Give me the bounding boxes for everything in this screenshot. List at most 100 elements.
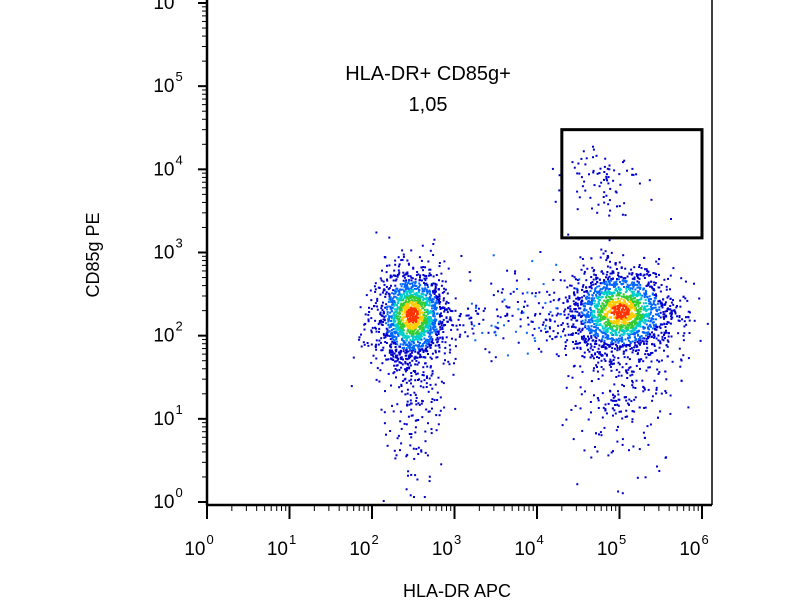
- scatter-point: [428, 410, 431, 413]
- scatter-point: [431, 326, 434, 329]
- scatter-point: [593, 297, 596, 300]
- scatter-point: [397, 315, 400, 318]
- scatter-point: [405, 321, 408, 324]
- scatter-point: [680, 277, 683, 280]
- scatter-point: [587, 329, 590, 332]
- scatter-point: [614, 333, 617, 336]
- scatter-point: [630, 347, 633, 350]
- scatter-point: [400, 309, 402, 312]
- scatter-point: [600, 270, 603, 273]
- scatter-point: [612, 312, 615, 314]
- scatter-point: [441, 337, 444, 339]
- scatter-point: [618, 301, 621, 304]
- scatter-point: [629, 366, 632, 369]
- scatter-point: [540, 329, 543, 332]
- scatter-point: [521, 292, 524, 295]
- scatter-point: [526, 291, 529, 294]
- scatter-point: [583, 272, 586, 275]
- scatter-point: [650, 360, 653, 363]
- scatter-point: [594, 283, 597, 285]
- scatter-point: [434, 325, 437, 328]
- scatter-point: [670, 318, 673, 320]
- scatter-point: [403, 308, 406, 311]
- scatter-point: [523, 300, 526, 303]
- scatter-point: [627, 285, 630, 288]
- scatter-point: [612, 359, 615, 361]
- scatter-point: [421, 330, 424, 333]
- scatter-point: [628, 333, 630, 335]
- scatter-point: [633, 398, 636, 401]
- scatter-point: [399, 333, 402, 336]
- scatter-point: [689, 311, 691, 314]
- scatter-point: [647, 354, 650, 356]
- scatter-point: [593, 316, 596, 319]
- scatter-point: [636, 275, 639, 277]
- scatter-point: [687, 316, 690, 319]
- scatter-point: [386, 308, 389, 311]
- scatter-point: [568, 295, 571, 298]
- scatter-point: [370, 299, 373, 302]
- scatter-point: [411, 349, 413, 352]
- scatter-point: [620, 302, 623, 305]
- scatter-point: [576, 319, 579, 322]
- scatter-point: [625, 287, 628, 290]
- scatter-point: [435, 295, 438, 298]
- scatter-point: [620, 374, 623, 377]
- scatter-point: [595, 322, 598, 325]
- scatter-point: [400, 297, 403, 300]
- scatter-point: [363, 323, 366, 326]
- scatter-point: [588, 286, 591, 289]
- scatter-point: [634, 396, 637, 399]
- scatter-point: [415, 297, 418, 300]
- scatter-point: [682, 295, 685, 298]
- scatter-point: [608, 296, 611, 299]
- scatter-point: [670, 313, 673, 316]
- scatter-point: [570, 408, 573, 411]
- scatter-point: [391, 333, 394, 336]
- scatter-point: [591, 281, 594, 283]
- scatter-point: [627, 314, 630, 317]
- scatter-point: [562, 302, 565, 304]
- gate-name-label: HLA-DR+ CD85g+: [345, 63, 511, 85]
- scatter-point: [597, 296, 600, 298]
- scatter-point: [572, 347, 575, 350]
- scatter-point: [440, 306, 443, 309]
- scatter-point: [590, 313, 593, 316]
- scatter-point: [617, 302, 620, 305]
- scatter-point: [387, 288, 390, 291]
- scatter-point: [648, 308, 651, 311]
- scatter-point: [576, 208, 579, 211]
- scatter-point: [393, 315, 396, 318]
- scatter-point: [506, 314, 509, 317]
- scatter-point: [606, 265, 609, 268]
- scatter-point: [600, 330, 603, 333]
- scatter-point: [408, 403, 411, 406]
- scatter-point: [615, 328, 618, 331]
- scatter-point: [630, 400, 633, 403]
- scatter-point: [397, 434, 400, 437]
- scatter-point: [638, 406, 641, 409]
- scatter-point: [417, 446, 420, 449]
- scatter-point: [595, 290, 598, 293]
- scatter-point: [409, 349, 411, 351]
- scatter-point: [405, 287, 408, 290]
- scatter-point: [399, 303, 402, 306]
- scatter-point: [404, 360, 407, 363]
- scatter-point: [378, 321, 381, 324]
- scatter-point: [596, 366, 598, 368]
- scatter-point: [395, 454, 398, 457]
- scatter-point: [395, 354, 398, 357]
- scatter-point: [594, 290, 596, 292]
- scatter-point: [398, 292, 401, 295]
- scatter-point: [386, 306, 389, 309]
- scatter-point: [657, 339, 660, 342]
- scatter-point: [639, 316, 642, 319]
- scatter-point: [449, 316, 452, 319]
- scatter-point: [611, 407, 614, 410]
- scatter-point: [405, 279, 408, 282]
- scatter-point: [575, 332, 577, 334]
- scatter-point: [598, 289, 601, 292]
- scatter-point: [396, 317, 399, 320]
- scatter-point: [375, 330, 378, 333]
- scatter-point: [639, 314, 641, 316]
